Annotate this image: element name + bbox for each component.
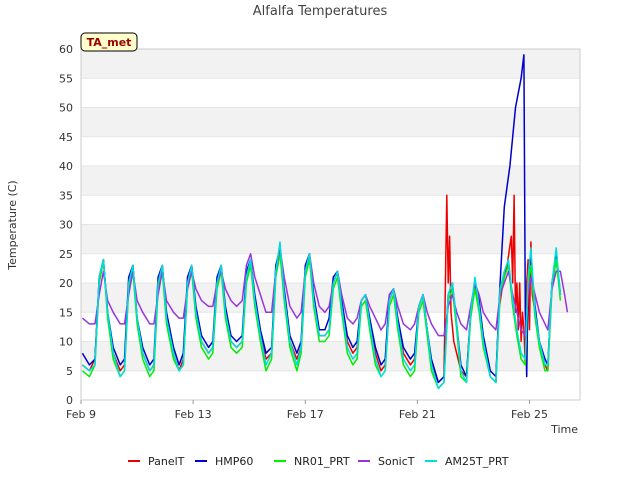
- y-tick-label: 30: [59, 219, 73, 232]
- grid-band: [81, 166, 580, 196]
- y-axis-ticks: 0 5 10 15 20 25 30 35 40 45 50 55 60: [59, 43, 73, 407]
- legend-label: NR01_PRT: [294, 455, 350, 468]
- y-tick-label: 55: [59, 72, 73, 85]
- x-axis-label: Time: [550, 423, 578, 436]
- y-tick-label: 15: [59, 306, 73, 319]
- badge-label: TA_met: [87, 36, 132, 49]
- y-tick-label: 5: [66, 365, 73, 378]
- y-tick-label: 50: [59, 102, 73, 115]
- plot-frame: [80, 48, 581, 401]
- x-tick-label: Feb 17: [287, 408, 324, 421]
- grid-band: [81, 195, 580, 225]
- y-tick-label: 20: [59, 277, 73, 290]
- y-tick-label: 40: [59, 160, 73, 173]
- badge-box: [80, 32, 138, 52]
- x-tick-label: Feb 21: [399, 408, 436, 421]
- grid-band: [81, 49, 580, 79]
- grid-band: [81, 136, 580, 166]
- legend: PanelT HMP60 NR01_PRT SonicT AM25T_PRT: [128, 455, 509, 468]
- x-tick-label: Feb 25: [511, 408, 548, 421]
- x-axis-ticks: Feb 9 Feb 13 Feb 17 Feb 21 Feb 25: [66, 400, 548, 421]
- grid-band: [81, 370, 580, 400]
- y-tick-label: 0: [66, 394, 73, 407]
- legend-label: SonicT: [378, 455, 415, 468]
- y-axis-label: Temperature (C): [6, 180, 19, 270]
- grid-band: [81, 78, 580, 108]
- grid-band: [81, 107, 580, 137]
- y-tick-label: 10: [59, 336, 73, 349]
- legend-label: PanelT: [148, 455, 185, 468]
- y-tick-label: 45: [59, 131, 73, 144]
- ta-met-badge: TA_met: [80, 32, 138, 52]
- x-tick-label: Feb 13: [175, 408, 212, 421]
- series-lines: [81, 54, 569, 390]
- grid-band: [81, 224, 580, 254]
- y-tick-label: 25: [59, 248, 73, 261]
- chart-title: Alfalfa Temperatures: [253, 4, 388, 19]
- x-tick-label: Feb 9: [66, 408, 96, 421]
- series-line-am25t-prt: [81, 241, 562, 390]
- y-tick-label: 60: [59, 43, 73, 56]
- legend-label: HMP60: [215, 455, 253, 468]
- legend-label: AM25T_PRT: [445, 455, 509, 468]
- y-tick-label: 35: [59, 189, 73, 202]
